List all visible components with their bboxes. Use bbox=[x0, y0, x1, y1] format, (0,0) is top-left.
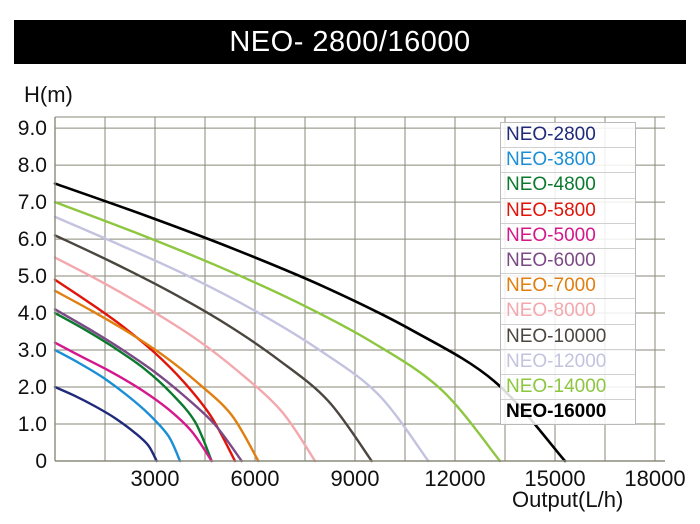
svg-text:15000: 15000 bbox=[524, 466, 585, 491]
svg-text:7.0: 7.0 bbox=[18, 191, 47, 214]
data-series bbox=[53, 182, 567, 463]
legend-item-neo-2800: NEO-2800 bbox=[501, 123, 635, 149]
svg-text:4.0: 4.0 bbox=[18, 302, 47, 325]
legend-item-neo-12000: NEO-12000 bbox=[501, 350, 635, 375]
svg-text:12000: 12000 bbox=[424, 466, 485, 491]
series-line-neo-7000 bbox=[53, 289, 260, 463]
legend-item-neo-6000: NEO-6000 bbox=[501, 249, 635, 275]
axis-lines bbox=[54, 117, 665, 462]
series-line-neo-8000 bbox=[53, 256, 317, 463]
svg-text:0: 0 bbox=[35, 450, 47, 473]
y-axis-title: H(m) bbox=[24, 82, 73, 107]
svg-text:9.0: 9.0 bbox=[18, 117, 47, 140]
series-line-neo-12000 bbox=[53, 215, 430, 463]
chart-legend: NEO-2800 NEO-3800 NEO-4800 NEO-5800 NEO-5000… bbox=[500, 122, 636, 426]
legend-item-neo-14000: NEO-14000 bbox=[501, 375, 635, 401]
series-line-neo-3800 bbox=[53, 348, 182, 463]
svg-text:8.0: 8.0 bbox=[18, 154, 47, 177]
legend-item-neo-4800: NEO-4800 bbox=[501, 173, 635, 199]
legend-item-neo-3800: NEO-3800 bbox=[501, 148, 635, 174]
legend-item-neo-5800: NEO-5800 bbox=[501, 199, 635, 224]
page-title: NEO- 2800/16000 bbox=[229, 25, 471, 58]
svg-text:2.0: 2.0 bbox=[18, 376, 47, 399]
svg-text:1.0: 1.0 bbox=[18, 413, 47, 436]
legend-item-neo-16000: NEO-16000 bbox=[506, 401, 607, 423]
svg-text:6.0: 6.0 bbox=[18, 228, 47, 251]
series-line-neo-16000 bbox=[53, 182, 567, 463]
svg-text:9000: 9000 bbox=[331, 466, 380, 491]
svg-text:18000: 18000 bbox=[624, 466, 685, 491]
series-line-neo-5800 bbox=[53, 278, 237, 463]
legend-item-neo-7000: NEO-7000 bbox=[501, 274, 635, 300]
svg-text:3.0: 3.0 bbox=[18, 339, 47, 362]
legend-item-neo-5000: NEO-5000 bbox=[501, 224, 635, 249]
svg-text:3000: 3000 bbox=[131, 466, 180, 491]
svg-text:5.0: 5.0 bbox=[18, 265, 47, 288]
title-banner: NEO- 2800/16000 bbox=[14, 20, 686, 64]
series-line-neo-4800 bbox=[53, 311, 213, 463]
series-line-neo-6000 bbox=[53, 308, 243, 463]
svg-text:6000: 6000 bbox=[231, 466, 280, 491]
x-axis-title: Output(L/h) bbox=[512, 487, 624, 512]
y-tick-labels: 0 1.0 2.0 3.0 4.0 5.0 6.0 7.0 8.0 9.0 bbox=[18, 117, 47, 473]
series-line-neo-14000 bbox=[53, 200, 502, 463]
x-tick-labels: 3000 6000 9000 12000 15000 18000 bbox=[131, 466, 686, 491]
legend-item-neo-8000: NEO-8000 bbox=[501, 299, 635, 325]
series-line-neo-2800 bbox=[53, 385, 158, 463]
legend-item-neo-10000: NEO-10000 bbox=[501, 325, 635, 350]
series-line-neo-5000 bbox=[53, 341, 213, 463]
series-line-neo-10000 bbox=[53, 234, 373, 463]
